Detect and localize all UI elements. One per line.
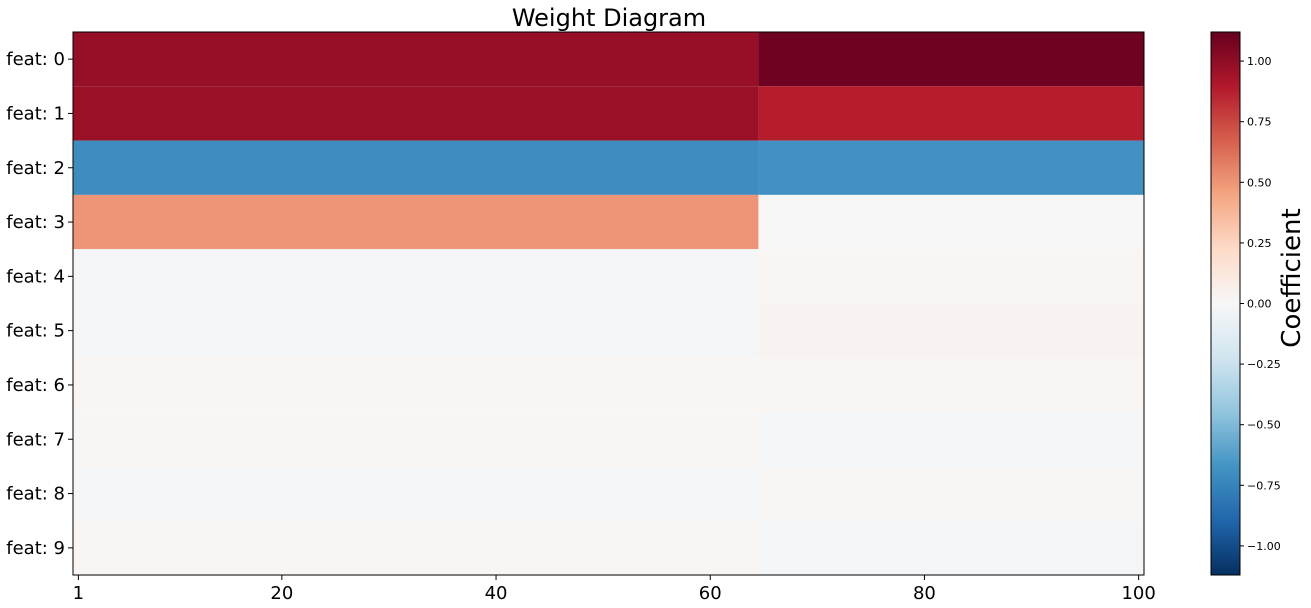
plot-frame — [72, 31, 1145, 576]
colorbar-label: Coefficient — [1277, 208, 1307, 347]
heatmap-segment — [73, 140, 759, 195]
colorbar-tick-label: 0.75 — [1247, 116, 1272, 129]
colorbar-tick-label: 0.00 — [1247, 298, 1272, 311]
heatmap-segment — [758, 303, 1144, 358]
heatmap-segment — [758, 466, 1144, 521]
x-tick-label: 100 — [1121, 583, 1155, 604]
colorbar-tick-label: −0.50 — [1247, 419, 1281, 432]
y-tick-label: feat: 0 — [6, 49, 65, 70]
x-tick-label: 80 — [913, 583, 936, 604]
heatmap-segment — [73, 86, 759, 141]
heatmap-segment — [73, 357, 759, 413]
y-tick-label: feat: 9 — [6, 538, 65, 559]
heatmap-segment — [758, 86, 1144, 141]
y-tick-label: feat: 3 — [6, 212, 65, 233]
heatmap-segment — [758, 194, 1144, 250]
heatmap-segment — [73, 303, 759, 358]
y-tick-label: feat: 2 — [6, 158, 65, 179]
y-tick-label: feat: 8 — [6, 484, 65, 505]
heatmap-segment — [758, 357, 1144, 413]
y-axis: feat: 0 feat: 1 feat: 2 feat: 3 feat: 4 feat:… — [6, 49, 73, 559]
colorbar-tick-label: −0.75 — [1247, 479, 1281, 492]
heatmap-segment — [73, 412, 759, 467]
heatmap-segment — [73, 249, 759, 304]
x-tick-label: 60 — [699, 583, 722, 604]
heatmap-segment — [73, 194, 759, 250]
x-tick-label: 1 — [73, 583, 84, 604]
heatmap-segment — [73, 32, 759, 87]
heatmap-segment — [73, 466, 759, 521]
x-tick-label: 40 — [485, 583, 508, 604]
heatmap-segment — [758, 249, 1144, 304]
y-tick-label: feat: 1 — [6, 103, 65, 124]
x-tick-label: 20 — [270, 583, 293, 604]
y-tick-label: feat: 5 — [6, 321, 65, 342]
y-tick-label: feat: 6 — [6, 375, 65, 396]
heatmap-cells — [73, 32, 1144, 575]
colorbar-tick-label: 1.00 — [1247, 55, 1272, 68]
colorbar-tick-label: −1.00 — [1247, 540, 1281, 553]
colorbar-tick-label: 0.25 — [1247, 237, 1272, 250]
heatmap-segment — [758, 412, 1144, 467]
heatmap-segment — [758, 140, 1144, 195]
colorbar — [1210, 31, 1241, 576]
colorbar-tick-label: −0.25 — [1247, 358, 1281, 371]
y-tick-label: feat: 4 — [6, 266, 65, 287]
y-tick-label: feat: 7 — [6, 429, 65, 450]
heatmap-segment — [758, 520, 1144, 575]
heatmap-segment — [758, 32, 1144, 87]
colorbar-axis: 1.00 0.75 0.50 0.25 0.00 −0.25 −0.50 −0.75 −1.00 — [1240, 55, 1281, 553]
colorbar-tick-label: 0.50 — [1247, 176, 1272, 189]
heatmap-segment — [73, 520, 759, 575]
chart-title: Weight Diagram — [512, 4, 706, 32]
x-axis: 1 20 40 60 80 100 — [73, 575, 1156, 604]
